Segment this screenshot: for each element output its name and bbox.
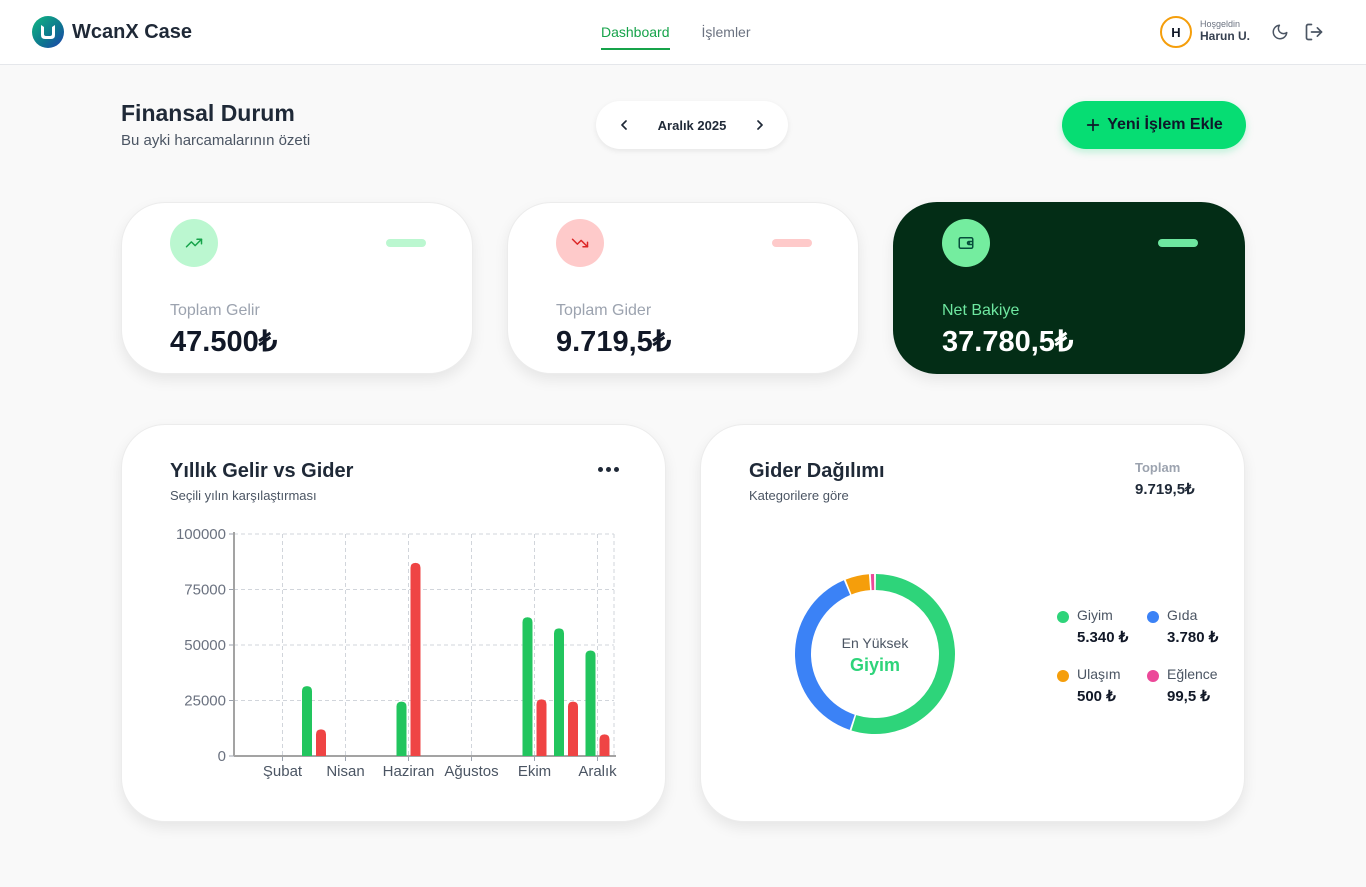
svg-text:Ekim: Ekim: [518, 763, 551, 780]
legend-value: 500 ₺: [1077, 688, 1116, 705]
wallet-icon: [958, 237, 974, 249]
donut-segment-eğlence[interactable]: [870, 574, 875, 591]
avatar[interactable]: H: [1160, 16, 1192, 48]
legend-value: 99,5 ₺: [1167, 688, 1210, 705]
dot-icon: [613, 466, 619, 472]
total-value: 9.719,5₺: [1135, 481, 1195, 498]
legend-value: 5.340 ₺: [1077, 629, 1129, 646]
annual-bar-chart: 0 25000 50000 75000 100000 Şubat Nisan Haziran A…: [176, 526, 617, 780]
legend-dot-icon: [1147, 611, 1159, 623]
legend-dot-icon: [1057, 611, 1069, 623]
balance-pill: [1158, 239, 1198, 247]
expense-distribution-panel: Gider Dağılımı Kategorilere göre Toplam …: [700, 424, 1245, 822]
brand-name: WcanX Case: [72, 20, 193, 43]
expense-chart-subtitle: Kategorilere göre: [749, 488, 849, 503]
legend-item-giyim: Giyim 5.340 ₺: [1057, 607, 1147, 646]
income-card: Toplam Gelir 47.500₺: [121, 202, 473, 374]
expense-legend: Giyim 5.340 ₺ Gıda 3.780 ₺ Ulaşım 500 ₺ …: [1057, 607, 1237, 705]
svg-text:Haziran: Haziran: [383, 763, 435, 780]
income-icon-badge: [170, 219, 218, 267]
chevron-right-icon: [757, 120, 763, 130]
legend-name: Eğlence: [1167, 666, 1218, 682]
balance-label: Net Bakiye: [942, 302, 1020, 319]
donut-segment-gıda[interactable]: [795, 580, 855, 730]
greeting-text: Hoşgeldin: [1200, 19, 1241, 30]
next-month-button[interactable]: [752, 117, 768, 133]
legend-name: Giyim: [1077, 607, 1113, 623]
page-title: Finansal Durum: [121, 100, 295, 126]
add-transaction-button[interactable]: Yeni İşlem Ekle: [1062, 101, 1246, 149]
balance-icon-badge: [942, 219, 990, 267]
legend-name: Ulaşım: [1077, 666, 1121, 682]
svg-text:100000: 100000: [176, 526, 226, 543]
svg-text:Aralık: Aralık: [578, 763, 617, 780]
legend-value: 3.780 ₺: [1167, 629, 1219, 646]
user-name: Harun U.: [1200, 29, 1251, 44]
prev-month-button[interactable]: [616, 117, 632, 133]
moon-icon: [1272, 24, 1288, 40]
income-label: Toplam Gelir: [170, 302, 260, 319]
legend-item-gida: Gıda 3.780 ₺: [1147, 607, 1237, 646]
expense-pill: [772, 239, 812, 247]
annual-chart-panel: Yıllık Gelir vs Gider Seçili yılın karşı…: [121, 424, 666, 822]
annual-chart-title: Yıllık Gelir vs Gider: [170, 460, 354, 482]
logo-icon: [32, 16, 64, 48]
donut-center-value: Giyim: [849, 654, 901, 675]
theme-toggle-button[interactable]: [1268, 20, 1292, 44]
tab-dashboard[interactable]: Dashboard: [601, 0, 670, 65]
income-value: 47.500₺: [170, 326, 278, 358]
legend-item-eglence: Eğlence 99,5 ₺: [1147, 666, 1237, 705]
legend-dot-icon: [1057, 670, 1069, 682]
expense-donut-chart: [795, 574, 955, 734]
svg-text:50000: 50000: [184, 637, 226, 654]
balance-value: 37.780,5₺: [942, 326, 1074, 358]
user-area: H Hoşgeldin Harun U.: [1160, 16, 1326, 48]
svg-text:Şubat: Şubat: [263, 763, 303, 780]
dot-icon: [597, 466, 603, 472]
svg-text:25000: 25000: [184, 693, 226, 710]
donut-segment-ulaşım[interactable]: [845, 574, 871, 595]
legend-name: Gıda: [1167, 607, 1198, 623]
balance-card: Net Bakiye 37.780,5₺: [893, 202, 1245, 374]
dot-icon: [605, 466, 611, 472]
more-options-button[interactable]: [596, 461, 620, 477]
svg-text:0: 0: [218, 748, 226, 765]
expense-label: Toplam Gider: [556, 302, 652, 319]
navbar: WcanX Case Dashboard İşlemler H Hoşgeldi…: [0, 0, 1366, 65]
add-transaction-label: Yeni İşlem Ekle: [1107, 116, 1223, 133]
annual-chart-subtitle: Seçili yılın karşılaştırması: [170, 488, 317, 503]
legend-dot-icon: [1147, 670, 1159, 682]
month-picker: Aralık 2025: [596, 101, 788, 149]
trending-up-icon: [185, 238, 203, 248]
logout-icon: [1305, 23, 1323, 41]
current-month: Aralık 2025: [657, 117, 727, 133]
brand-logo[interactable]: WcanX Case: [32, 16, 192, 48]
logout-button[interactable]: [1302, 20, 1326, 44]
total-label: Toplam: [1135, 460, 1181, 475]
expense-value: 9.719,5₺: [556, 326, 672, 358]
svg-text:Ağustos: Ağustos: [444, 763, 498, 780]
donut-center: En Yüksek Giyim: [795, 575, 955, 735]
income-pill: [386, 239, 426, 247]
expense-chart-title: Gider Dağılımı: [749, 460, 885, 482]
expense-icon-badge: [556, 219, 604, 267]
chevron-left-icon: [621, 120, 627, 130]
donut-center-label: En Yüksek: [841, 634, 909, 651]
svg-text:75000: 75000: [184, 582, 226, 599]
page-subtitle: Bu ayki harcamalarının özeti: [121, 132, 311, 149]
main-nav: Dashboard İşlemler: [601, 0, 751, 65]
user-greeting: Hoşgeldin Harun U.: [1200, 20, 1250, 43]
tab-islemler[interactable]: İşlemler: [701, 24, 751, 40]
svg-text:Nisan: Nisan: [326, 763, 364, 780]
legend-item-ulasim: Ulaşım 500 ₺: [1057, 666, 1147, 705]
expense-card: Toplam Gider 9.719,5₺: [507, 202, 859, 374]
plus-icon: [1087, 118, 1100, 132]
trending-down-icon: [571, 238, 589, 248]
donut-segment-giyim[interactable]: [851, 574, 955, 734]
